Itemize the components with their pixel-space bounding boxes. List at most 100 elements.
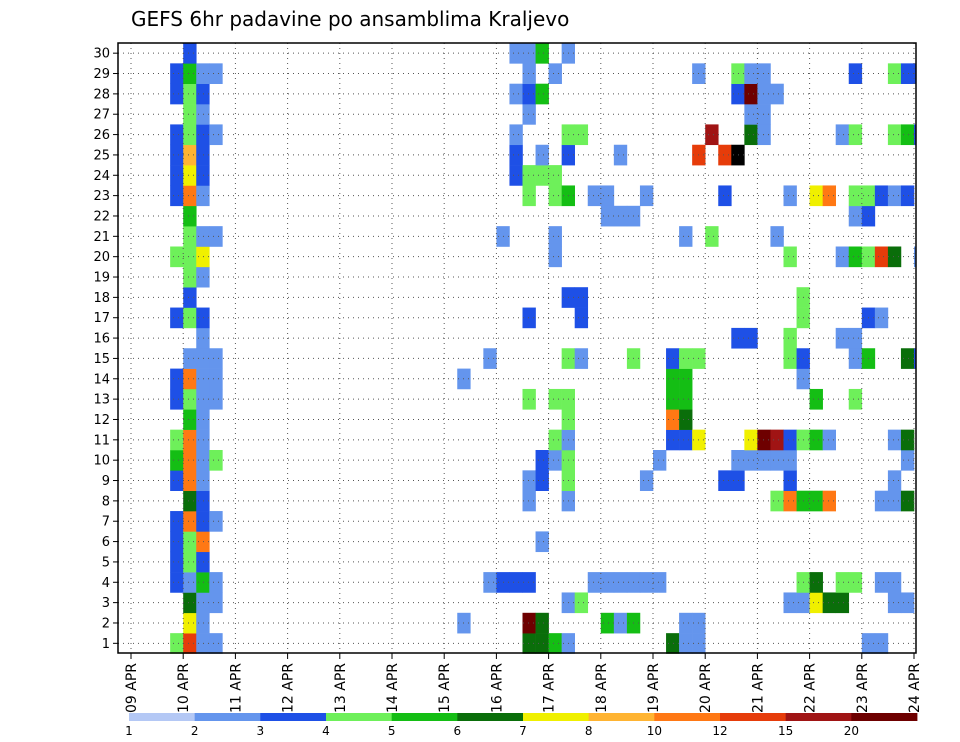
heatmap-cell <box>548 63 562 84</box>
heatmap-cell <box>783 592 797 614</box>
y-tick-label: 19 <box>93 271 110 286</box>
legend-swatch <box>391 713 458 721</box>
heatmap-cell <box>679 633 693 654</box>
heatmap-cell <box>522 83 536 105</box>
heatmap-cell <box>874 633 889 654</box>
heatmap-cell <box>744 327 758 349</box>
heatmap-cell <box>196 633 210 654</box>
heatmap-cell <box>574 307 589 329</box>
y-tick-label: 6 <box>102 535 110 550</box>
heatmap-cell <box>183 572 197 593</box>
heatmap-cell <box>757 104 771 125</box>
heatmap-cell <box>914 124 917 146</box>
legend-label: 12 <box>712 724 727 738</box>
y-tick-label: 14 <box>93 372 110 387</box>
heatmap-cell <box>535 470 549 491</box>
heatmap-cell <box>483 348 497 369</box>
heatmap-cell <box>744 63 758 84</box>
heatmap-cell <box>170 470 184 491</box>
heatmap-cell <box>183 633 197 654</box>
heatmap-cell <box>183 185 197 207</box>
heatmap-cell <box>731 83 745 105</box>
heatmap-cell <box>783 490 797 512</box>
x-tick-label: 24 APR <box>907 663 923 713</box>
heatmap-cell <box>196 388 210 410</box>
heatmap-cell <box>848 348 863 369</box>
y-tick-label: 28 <box>93 87 110 102</box>
heatmap-cell <box>170 165 184 186</box>
heatmap-cell <box>535 144 549 166</box>
heatmap-cell <box>666 368 680 390</box>
legend-swatch <box>260 713 327 721</box>
heatmap-cell <box>900 63 915 84</box>
heatmap-cell <box>757 124 771 146</box>
heatmap-cell <box>522 612 536 634</box>
heatmap-cell <box>196 368 210 390</box>
heatmap-cell <box>848 327 863 349</box>
heatmap-cell <box>914 348 917 369</box>
heatmap-cell <box>666 409 680 430</box>
heatmap-cell <box>718 144 732 166</box>
y-axis: 1234567891011121314151617181920212223242… <box>93 47 118 652</box>
heatmap-cell <box>666 348 680 369</box>
heatmap-cell <box>783 185 797 207</box>
heatmap-cell <box>900 124 915 146</box>
legend-swatch <box>851 713 918 721</box>
heatmap-cell <box>613 612 628 634</box>
x-tick-label: 20 APR <box>698 663 714 713</box>
heatmap-cell <box>600 205 615 227</box>
heatmap-cell <box>809 429 823 451</box>
heatmap-cell <box>679 409 693 430</box>
heatmap-cell <box>509 165 523 186</box>
x-tick-label: 23 APR <box>855 663 871 713</box>
heatmap-cell <box>183 490 197 512</box>
y-tick-label: 25 <box>93 148 110 163</box>
heatmap-cell <box>639 185 654 207</box>
heatmap-cell <box>679 429 693 451</box>
heatmap-cell <box>522 490 536 512</box>
x-tick-label: 11 APR <box>228 663 244 713</box>
heatmap-cell <box>822 429 836 451</box>
x-tick-label: 21 APR <box>750 663 766 713</box>
heatmap-cell <box>196 226 210 247</box>
heatmap-cell <box>874 246 889 268</box>
heatmap-cell <box>170 551 184 573</box>
heatmap-cell <box>809 185 823 207</box>
heatmap-cell <box>848 388 863 410</box>
heatmap-cell <box>183 287 197 308</box>
heatmap-cell <box>522 633 536 654</box>
heatmap-cell <box>887 429 902 451</box>
heatmap-cell <box>848 246 863 268</box>
heatmap-cell <box>848 63 863 84</box>
legend-swatch <box>720 713 787 721</box>
heatmap-cell <box>209 572 223 593</box>
heatmap-cell <box>770 429 784 451</box>
legend-label: 5 <box>388 724 396 738</box>
heatmap-cell <box>548 165 562 186</box>
heatmap-cell <box>170 511 184 532</box>
heatmap-cell <box>183 450 197 471</box>
heatmap-cell <box>600 185 615 207</box>
heatmap-cell <box>887 490 902 512</box>
heatmap-cell <box>744 124 758 146</box>
heatmap-cell <box>209 592 223 614</box>
heatmap-cell <box>183 368 197 390</box>
heatmap-cell <box>574 592 589 614</box>
heatmap-cell <box>887 124 902 146</box>
heatmap-cell <box>835 572 850 593</box>
legend-swatch <box>654 713 721 721</box>
heatmap-cell <box>196 165 210 186</box>
heatmap-cell <box>196 104 210 125</box>
heatmap-cell <box>196 612 210 634</box>
heatmap-cell <box>718 470 732 491</box>
heatmap-cell <box>731 63 745 84</box>
heatmap-cell <box>196 531 210 553</box>
y-tick-label: 29 <box>93 67 110 82</box>
heatmap-cell <box>509 124 523 146</box>
heatmap-cell <box>535 531 549 553</box>
y-tick-label: 12 <box>93 413 110 428</box>
heatmap-cell <box>196 409 210 430</box>
heatmap-cell <box>209 348 223 369</box>
heatmap-cell <box>196 511 210 532</box>
